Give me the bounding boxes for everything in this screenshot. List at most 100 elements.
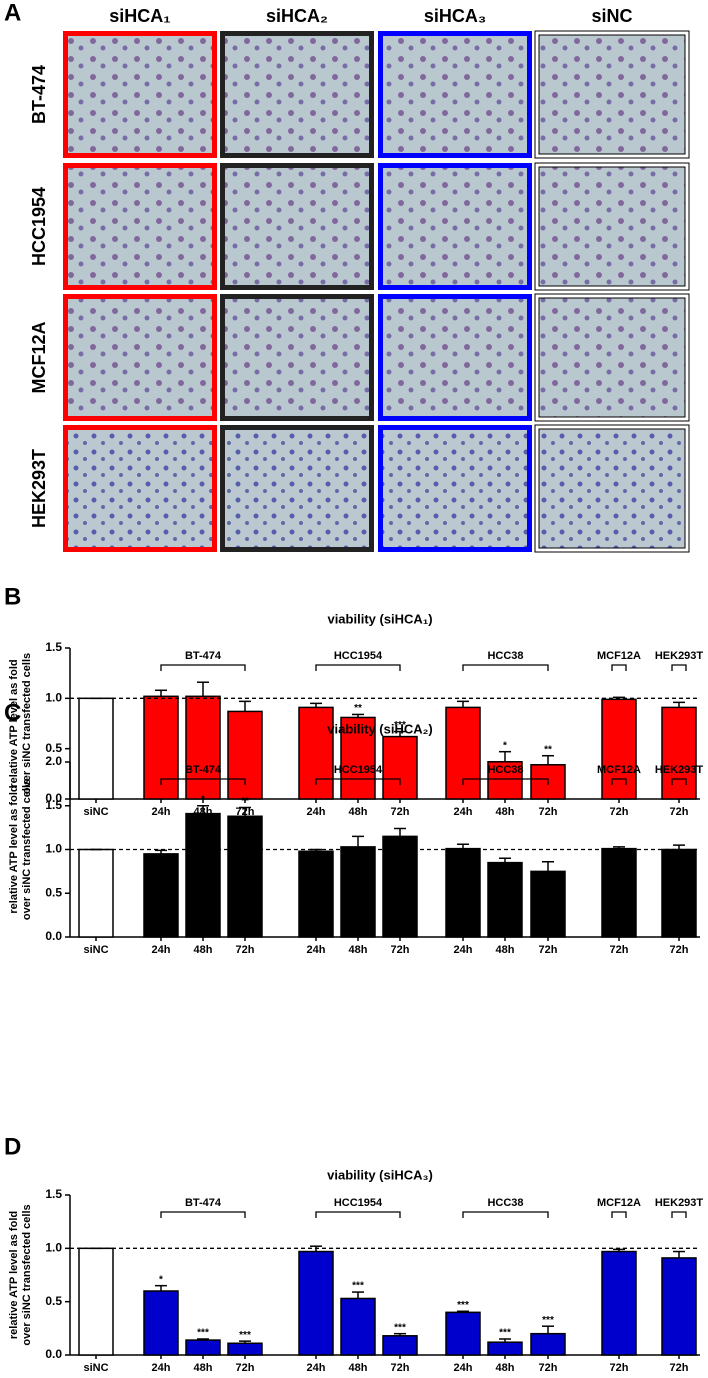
- x-tick-label: siNC: [83, 1362, 108, 1373]
- micrograph-frame: [534, 424, 690, 553]
- x-tick-label: siNC: [83, 944, 108, 956]
- x-tick-label: 72h: [539, 944, 558, 956]
- bar: [340, 1297, 376, 1356]
- group-label: MCF12A: [597, 650, 641, 662]
- row-label: HEK293T: [29, 449, 49, 528]
- x-tick-label: 72h: [670, 1362, 689, 1373]
- bar: [227, 815, 263, 938]
- x-tick-label: 48h: [496, 806, 515, 818]
- bar: [601, 698, 637, 800]
- significance: ***: [239, 1330, 251, 1341]
- significance: ***: [499, 1328, 511, 1339]
- y-tick-label: 1.5: [45, 798, 62, 812]
- bar: [143, 853, 179, 938]
- bar: [78, 848, 114, 938]
- significance: ***: [394, 720, 406, 731]
- group-label: HCC38: [487, 1197, 523, 1209]
- group-label: HCC1954: [334, 1197, 383, 1209]
- x-tick-label: 24h: [454, 1362, 473, 1373]
- column-header: siNC: [591, 6, 632, 26]
- significance: *: [503, 740, 507, 751]
- bar: [445, 1311, 481, 1356]
- x-tick-label: 72h: [236, 944, 255, 956]
- panel-label: C: [4, 699, 21, 726]
- panel-label: B: [4, 583, 21, 610]
- micrograph: [538, 166, 686, 287]
- bar: [340, 846, 376, 938]
- x-tick-label: 72h: [391, 944, 410, 956]
- x-tick-label: 72h: [610, 944, 629, 956]
- x-tick-label: 48h: [349, 944, 368, 956]
- micrograph: [378, 31, 532, 158]
- group-bracket: [611, 1211, 627, 1218]
- bar: [78, 1247, 114, 1356]
- x-tick-label: 24h: [152, 806, 171, 818]
- significance: ***: [352, 1281, 364, 1292]
- y-tick-label: 0.0: [45, 929, 62, 943]
- significance: **: [544, 744, 552, 755]
- y-axis-label: relative ATP level as fold: [8, 785, 20, 913]
- bar: [227, 1342, 263, 1356]
- y-axis-label: over siNC transfected cells: [21, 1204, 33, 1345]
- x-tick-label: 24h: [307, 944, 326, 956]
- y-tick-label: 0.0: [45, 791, 62, 805]
- panel-label: D: [4, 1133, 21, 1160]
- bar: [298, 1250, 334, 1356]
- bar: [185, 1339, 221, 1356]
- x-tick-label: 72h: [236, 1362, 255, 1373]
- group-label: HEK293T: [655, 650, 704, 662]
- bar: [601, 1250, 637, 1356]
- y-tick-label: 1.5: [45, 1187, 62, 1201]
- group-label: HEK293T: [655, 1197, 704, 1209]
- x-tick-label: 48h: [349, 806, 368, 818]
- y-tick-label: 1.5: [45, 640, 62, 654]
- significance: ***: [457, 1300, 469, 1311]
- bar: [487, 861, 523, 938]
- micrograph: [538, 34, 686, 155]
- y-axis-label: relative ATP level as fold: [8, 1211, 20, 1339]
- micrograph: [220, 294, 374, 421]
- group-bracket: [462, 1211, 549, 1218]
- group-bracket: [315, 1211, 401, 1218]
- x-tick-label: 72h: [539, 806, 558, 818]
- x-tick-label: 72h: [539, 1362, 558, 1373]
- bar: [445, 847, 481, 938]
- group-label: HCC38: [487, 764, 523, 776]
- x-tick-label: 72h: [610, 1362, 629, 1373]
- row-label: HCC1954: [29, 187, 49, 266]
- micrograph-frame: [534, 293, 690, 422]
- x-tick-label: 24h: [152, 944, 171, 956]
- x-tick-label: 24h: [307, 806, 326, 818]
- x-tick-label: 24h: [152, 1362, 171, 1373]
- x-tick-label: 48h: [194, 944, 213, 956]
- group-bracket: [671, 1211, 687, 1218]
- y-tick-label: 1.0: [45, 691, 62, 705]
- group-label: HCC1954: [334, 650, 383, 662]
- row-label: BT-474: [29, 65, 49, 124]
- bar: [298, 850, 334, 938]
- significance: **: [241, 796, 249, 807]
- y-tick-label: 1.0: [45, 1241, 62, 1255]
- y-tick-label: 0.5: [45, 1294, 62, 1308]
- x-tick-label: 48h: [496, 1362, 515, 1373]
- bar: [382, 1335, 418, 1356]
- micrograph: [378, 163, 532, 290]
- bar: [227, 710, 263, 800]
- y-tick-label: 0.5: [45, 741, 62, 755]
- group-bracket: [160, 664, 246, 671]
- group-label: MCF12A: [597, 764, 641, 776]
- x-tick-label: 72h: [610, 806, 629, 818]
- group-label: BT-474: [185, 764, 222, 776]
- micrograph: [63, 294, 217, 421]
- micrograph: [63, 163, 217, 290]
- micrograph: [220, 31, 374, 158]
- y-tick-label: 2.0: [45, 754, 62, 768]
- micrograph-frame: [534, 30, 690, 159]
- group-label: HCC1954: [334, 764, 383, 776]
- group-bracket: [315, 778, 401, 785]
- micrograph: [378, 294, 532, 421]
- group-label: BT-474: [185, 1197, 222, 1209]
- bar: [185, 695, 221, 800]
- x-tick-label: 48h: [194, 1362, 213, 1373]
- group-bracket: [671, 778, 687, 785]
